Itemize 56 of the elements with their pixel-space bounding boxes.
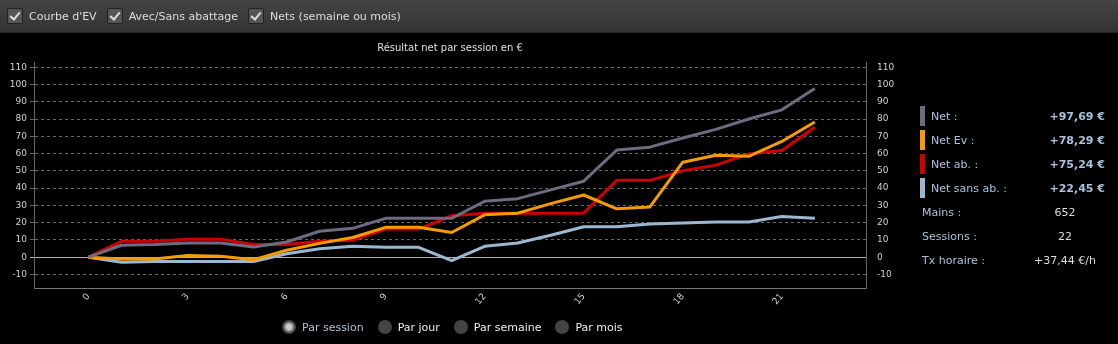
y-tick-label: 0	[21, 251, 28, 262]
text: Courbe d'EV	[29, 9, 97, 23]
text: Par jour	[397, 320, 440, 334]
y-tick-label: 40	[15, 182, 28, 193]
text: Mains :	[922, 205, 963, 219]
x-tick-label: 6	[278, 290, 291, 302]
text: Par mois	[575, 320, 623, 334]
legend-label: Net :	[931, 109, 959, 123]
text: Par semaine	[473, 320, 542, 334]
y2-tick-label: 90	[877, 96, 889, 107]
legend-label: Net sans ab. :	[931, 181, 1008, 195]
chart-title: Résultat net par session en €	[377, 41, 523, 53]
text: +97,69 €	[1049, 109, 1105, 123]
x-tick-label: 21	[770, 291, 786, 307]
y2-tick-label: 50	[877, 165, 889, 176]
x-tick-label: 18	[671, 290, 687, 307]
y-tick-label: -10	[12, 268, 28, 279]
y-tick-label: 100	[9, 78, 28, 89]
y-tick-label: 80	[15, 113, 28, 124]
text: +78,29 €	[1049, 133, 1105, 147]
y2-tick-label: 0	[877, 251, 883, 262]
y-tick-label: 90	[15, 96, 28, 107]
text: Tx horaire :	[922, 253, 986, 267]
text: +37,44 €/h	[1033, 253, 1097, 267]
legend-label: Net Ev :	[931, 133, 976, 147]
y-tick-label: 20	[15, 216, 28, 227]
x-tick-label: 0	[80, 290, 92, 302]
text: Sessions :	[922, 229, 978, 243]
y2-tick-label: 10	[877, 234, 889, 245]
legend-label: Net ab. :	[931, 157, 980, 171]
x-tick-label: 9	[377, 290, 390, 302]
y-tick-label: 30	[15, 199, 28, 210]
x-tick-label: 3	[179, 291, 191, 302]
y2-tick-label: 100	[877, 78, 895, 89]
y-tick-label: 50	[15, 165, 28, 176]
text: Avec/Sans abattage	[128, 9, 239, 23]
y2-tick-label: 110	[877, 61, 895, 72]
y2-tick-label: -10	[877, 268, 892, 279]
y2-tick-label: 70	[877, 130, 889, 141]
text: Nets (semaine ou mois)	[270, 9, 401, 23]
y-tick-label: 110	[9, 61, 28, 72]
y2-tick-label: 80	[877, 113, 889, 124]
text: 652	[1053, 205, 1077, 219]
text: +22,45 €	[1049, 181, 1105, 195]
y2-tick-label: 20	[877, 216, 889, 227]
text: Par session	[302, 320, 364, 334]
y2-tick-label: 40	[877, 182, 889, 193]
x-tick-label: 15	[572, 291, 588, 307]
y2-tick-label: 60	[877, 147, 889, 158]
y-tick-label: 70	[15, 130, 28, 141]
y2-tick-label: 30	[877, 199, 889, 210]
y-tick-label: 60	[15, 147, 28, 158]
y-tick-label: 10	[15, 234, 28, 245]
text: 22	[1057, 229, 1073, 243]
x-tick-label: 12	[472, 291, 488, 307]
text: +75,24 €	[1049, 157, 1105, 171]
